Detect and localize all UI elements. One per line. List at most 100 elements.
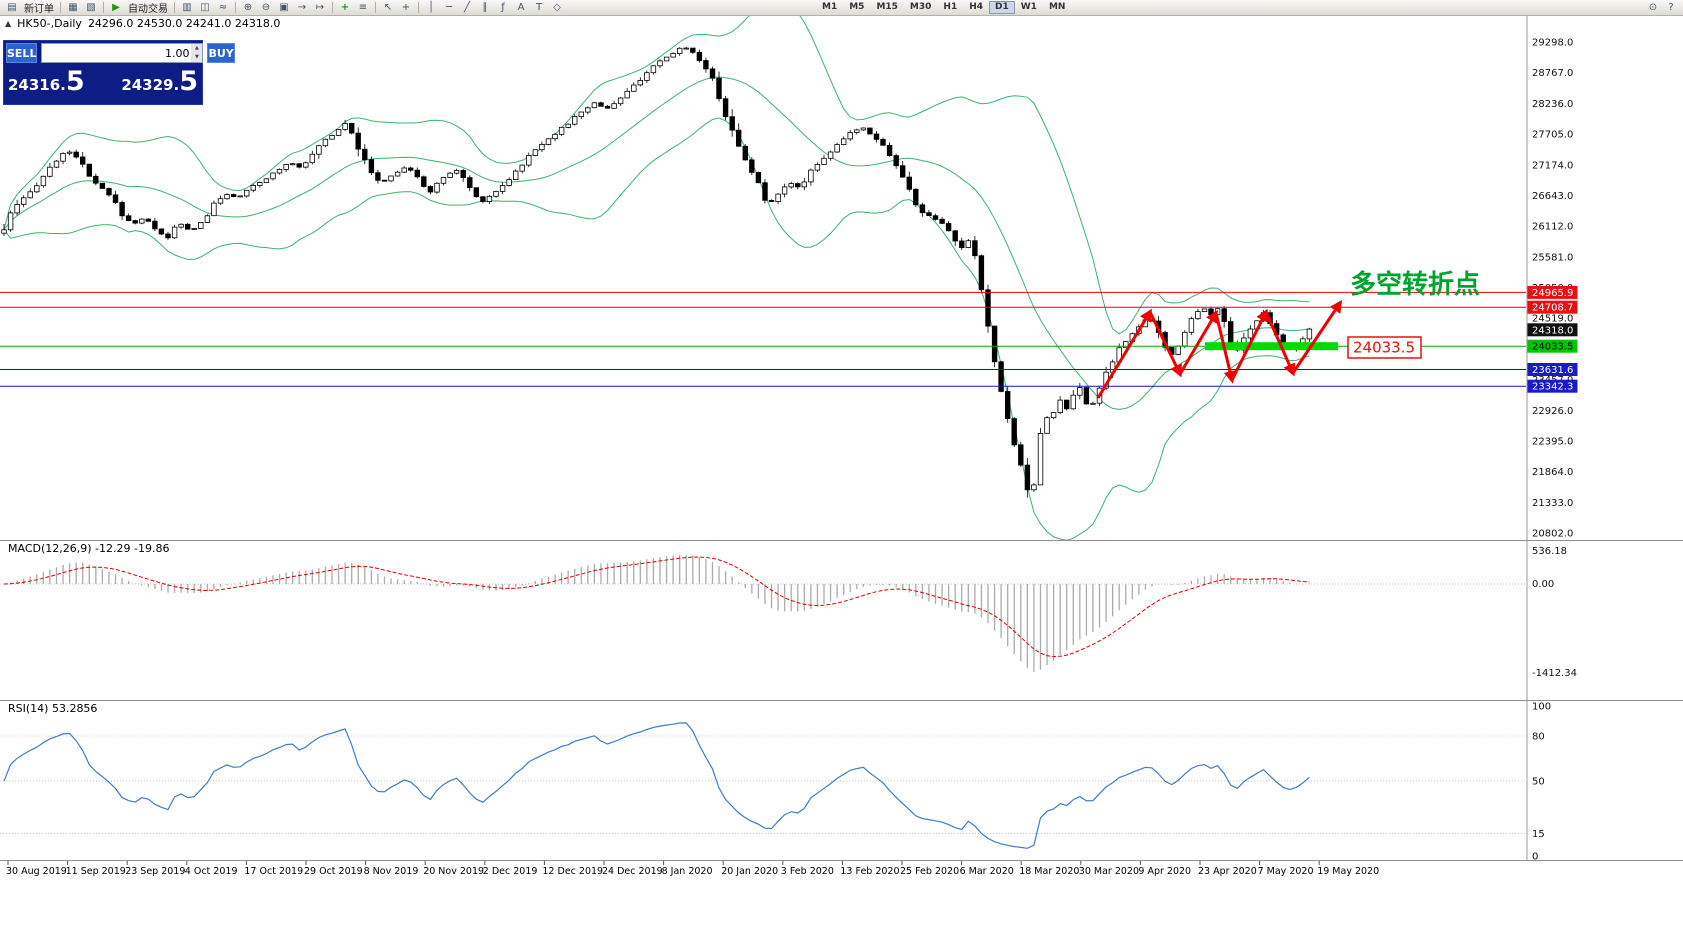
profiles-icon[interactable]: ▧ bbox=[86, 1, 96, 13]
price-scale[interactable]: 29298.0 28767.0 28236.0 27705.0 27174.0 26643… bbox=[1526, 15, 1683, 860]
volume-spinner[interactable]: ▲ ▼ bbox=[191, 44, 203, 62]
timeframe-h1-button[interactable]: H1 bbox=[943, 2, 958, 12]
svg-text:8 Jan 2020: 8 Jan 2020 bbox=[662, 866, 713, 877]
timeframe-d1-button[interactable]: D1 bbox=[989, 1, 1015, 14]
svg-text:24708.7: 24708.7 bbox=[1532, 303, 1573, 314]
zoom-in-icon[interactable]: ⊕ bbox=[243, 1, 253, 13]
svg-text:19 May 2020: 19 May 2020 bbox=[1317, 866, 1379, 877]
price-callout-box[interactable] bbox=[1347, 336, 1422, 359]
toolbar-separator bbox=[103, 2, 104, 13]
svg-text:30 Mar 2020: 30 Mar 2020 bbox=[1079, 866, 1139, 877]
svg-text:25 Feb 2020: 25 Feb 2020 bbox=[900, 866, 959, 877]
rsi-label: RSI(14) 53.2856 bbox=[8, 702, 97, 715]
objects-list-icon[interactable]: ≡ bbox=[358, 1, 368, 13]
svg-text:15: 15 bbox=[1532, 829, 1545, 840]
svg-text:9 Apr 2020: 9 Apr 2020 bbox=[1138, 866, 1191, 877]
timeframe-mn-button[interactable]: MN bbox=[1048, 2, 1066, 12]
price-level-badge bbox=[1527, 323, 1578, 337]
volume-input[interactable] bbox=[42, 44, 192, 62]
svg-text:27174.0: 27174.0 bbox=[1532, 160, 1573, 171]
symbol-period-label: HK50-,Daily bbox=[17, 17, 82, 30]
timeframe-m5-button[interactable]: M5 bbox=[849, 2, 865, 12]
svg-text:80: 80 bbox=[1532, 732, 1545, 743]
price-level-badge bbox=[1527, 379, 1578, 393]
volume-field[interactable]: ▲ ▼ bbox=[41, 43, 204, 63]
timeframe-w1-button[interactable]: W1 bbox=[1020, 2, 1037, 12]
svg-text:2 Dec 2019: 2 Dec 2019 bbox=[483, 866, 538, 877]
svg-text:17 Oct 2019: 17 Oct 2019 bbox=[244, 866, 303, 877]
bar-chart-mode-icon[interactable]: ▥ bbox=[182, 1, 192, 13]
horizontal-line-tool-icon[interactable]: ─ bbox=[445, 1, 453, 13]
search-icon[interactable]: ⊙ bbox=[1648, 1, 1658, 13]
price-level-badge bbox=[1527, 300, 1578, 314]
buy-price-display[interactable]: 24329.5 bbox=[121, 66, 198, 97]
svg-text:24965.9: 24965.9 bbox=[1532, 288, 1573, 299]
svg-text:24033.5: 24033.5 bbox=[1532, 342, 1573, 353]
channel-tool-icon[interactable]: ∥ bbox=[482, 1, 488, 13]
macd-label: MACD(12,26,9) -12.29 -19.86 bbox=[8, 542, 169, 555]
autotrading-button[interactable]: 自动交易 bbox=[128, 4, 168, 15]
volume-increase-button[interactable]: ▲ bbox=[195, 45, 199, 51]
svg-text:100: 100 bbox=[1532, 702, 1551, 713]
collapse-arrow-icon[interactable]: ▲ bbox=[5, 19, 12, 28]
svg-text:6 Mar 2020: 6 Mar 2020 bbox=[960, 866, 1014, 877]
toolbar-separator bbox=[60, 2, 61, 13]
sell-button[interactable]: SELL bbox=[6, 43, 38, 63]
svg-text:23 Apr 2020: 23 Apr 2020 bbox=[1198, 866, 1257, 877]
fibonacci-tool-icon[interactable]: ƒ bbox=[501, 1, 505, 13]
new-order-button[interactable]: 新订单 bbox=[24, 4, 54, 15]
cursor-icon[interactable]: ↖ bbox=[383, 1, 393, 13]
svg-text:20 Nov 2019: 20 Nov 2019 bbox=[423, 866, 484, 877]
sell-price-display[interactable]: 24316.5 bbox=[8, 66, 85, 97]
timeframe-h4-button[interactable]: H4 bbox=[969, 2, 983, 12]
timeframe-m30-button[interactable]: M30 bbox=[909, 2, 932, 12]
shapes-tool-icon[interactable]: ◇ bbox=[553, 1, 561, 13]
svg-text:28767.0: 28767.0 bbox=[1532, 68, 1573, 79]
line-chart-mode-icon[interactable]: ≈ bbox=[218, 1, 228, 13]
timeframe-m1-button[interactable]: M1 bbox=[822, 2, 838, 12]
support-zone-highlight[interactable] bbox=[1205, 342, 1338, 351]
indicators-icon[interactable]: + bbox=[340, 1, 350, 13]
charts-window-icon[interactable]: ▦ bbox=[68, 1, 78, 13]
buy-button[interactable]: BUY bbox=[207, 43, 235, 63]
chart-shift-icon[interactable]: ↦ bbox=[315, 1, 325, 13]
svg-text:20802.0: 20802.0 bbox=[1532, 529, 1573, 540]
svg-text:12 Dec 2019: 12 Dec 2019 bbox=[542, 866, 603, 877]
svg-text:23342.3: 23342.3 bbox=[1532, 382, 1573, 393]
svg-text:22395.0: 22395.0 bbox=[1532, 436, 1573, 447]
horizontal-level-lines[interactable] bbox=[0, 291, 1526, 387]
volume-decrease-button[interactable]: ▼ bbox=[195, 54, 199, 60]
svg-text:23 Sep 2019: 23 Sep 2019 bbox=[125, 866, 185, 877]
svg-text:13 Feb 2020: 13 Feb 2020 bbox=[840, 866, 899, 877]
trendline-tool-icon[interactable]: ╱ bbox=[463, 1, 471, 13]
price-callout-text: 24033.5 bbox=[1353, 339, 1415, 357]
toolbar-separator bbox=[332, 2, 333, 13]
toolbar-separator bbox=[418, 2, 419, 13]
candlestick-mode-icon[interactable]: ◫ bbox=[200, 1, 210, 13]
autotrading-icon[interactable]: ▶ bbox=[112, 1, 120, 13]
svg-text:28236.0: 28236.0 bbox=[1532, 99, 1573, 110]
auto-scroll-icon[interactable]: → bbox=[297, 1, 307, 13]
zoom-out-icon[interactable]: ⊖ bbox=[261, 1, 271, 13]
main-toolbar: ▤ 新订单 ▦ ▧ ▶ 自动交易 ▥ ◫ ≈ ⊕ ⊖ ▣ → ↦ + ≡ ↖ +… bbox=[0, 0, 1683, 16]
label-tool-icon[interactable]: T bbox=[535, 1, 543, 13]
text-tool-icon[interactable]: A bbox=[517, 1, 525, 13]
svg-text:30 Aug 2019: 30 Aug 2019 bbox=[6, 866, 67, 877]
crosshair-icon[interactable]: + bbox=[401, 1, 411, 13]
timeframe-m15-button[interactable]: M15 bbox=[876, 2, 898, 12]
vertical-line-tool-icon[interactable]: │ bbox=[427, 1, 435, 13]
new-order-icon[interactable]: ▤ bbox=[7, 1, 17, 13]
trend-zigzag-arrows[interactable] bbox=[1096, 299, 1343, 399]
one-click-trading-panel: SELL ▲ ▼ BUY 24316.5 24329.5 bbox=[3, 40, 235, 105]
tile-windows-icon[interactable]: ▣ bbox=[279, 1, 289, 13]
svg-text:0.00: 0.00 bbox=[1532, 579, 1554, 590]
help-icon[interactable]: ? bbox=[1668, 1, 1674, 13]
svg-text:3 Feb 2020: 3 Feb 2020 bbox=[781, 866, 834, 877]
svg-text:24 Dec 2019: 24 Dec 2019 bbox=[602, 866, 663, 877]
svg-text:21333.0: 21333.0 bbox=[1532, 498, 1573, 509]
turning-point-label[interactable]: 多空转折点 bbox=[1350, 269, 1480, 300]
svg-text:29 Oct 2019: 29 Oct 2019 bbox=[304, 866, 363, 877]
